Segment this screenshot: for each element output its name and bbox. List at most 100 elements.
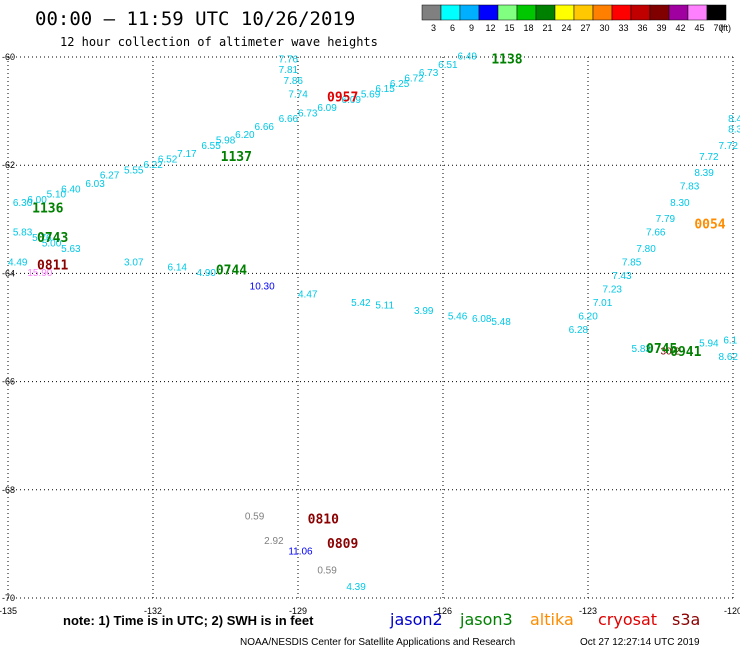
data-point: 30.2: [661, 347, 681, 358]
data-point: 6.00: [27, 195, 47, 206]
footer-timestamp: Oct 27 12:27:14 UTC 2019: [580, 637, 700, 648]
chart-title: 00:00 – 11:59 UTC 10/26/2019: [35, 8, 355, 30]
data-point: 6.66: [255, 122, 275, 133]
data-point: 5.42: [351, 298, 371, 309]
data-point: 6.28: [569, 325, 589, 336]
data-point: 4.47: [298, 290, 318, 301]
time-label: 1138: [491, 53, 522, 68]
x-tick-label: -123: [579, 606, 597, 616]
data-point: 6.08: [472, 314, 492, 325]
colorbar-swatch: [573, 4, 594, 21]
colorbar-swatch: [592, 4, 613, 21]
satellite-legend: jason2 jason3 altika cryosat s3a: [389, 610, 700, 629]
data-point: 6.49: [458, 52, 478, 63]
y-tick-label: -66: [2, 377, 15, 387]
time-label: 0745: [646, 342, 677, 357]
data-point: 10.30: [250, 282, 275, 293]
data-point: 6.73: [419, 68, 439, 79]
time-label: 0810: [308, 513, 339, 528]
data-point: 7.80: [636, 244, 656, 255]
colorbar-swatch: [706, 4, 727, 21]
colorbar-swatch: [630, 4, 651, 21]
time-label: 0743: [37, 231, 68, 246]
data-point: 4.49: [8, 257, 28, 268]
data-point: 6.66: [279, 114, 299, 125]
legend-jason3: jason3: [459, 610, 513, 629]
data-point: 6.30: [13, 198, 33, 209]
colorbar-label: 70: [713, 23, 723, 33]
data-point: 6.25: [390, 79, 410, 90]
data-point: 6.22: [143, 160, 163, 171]
colorbar-label: 24: [561, 23, 571, 33]
colorbar-swatch: [554, 4, 575, 21]
colorbar-label: 30: [599, 23, 609, 33]
data-point: 8.39: [694, 168, 714, 179]
colorbar-label: 21: [542, 23, 552, 33]
data-point: 6.09: [342, 95, 362, 106]
data-point: 4.90: [197, 268, 217, 279]
colorbar-label: 42: [675, 23, 685, 33]
x-tick-label: -135: [0, 606, 17, 616]
data-point: 7.83: [680, 182, 700, 193]
data-point: 6.55: [201, 141, 221, 152]
time-label: 0941: [670, 345, 701, 360]
data-point: 6.40: [61, 184, 81, 195]
data-point: 7.01: [593, 298, 613, 309]
colorbar-unit: (ft): [720, 23, 731, 33]
y-axis-ticks: -60 -62 -64 -66 -68 -70: [2, 52, 15, 603]
colorbar-label: 18: [523, 23, 533, 33]
data-point: 4.39: [346, 582, 366, 593]
colorbar-label: 12: [485, 23, 495, 33]
x-axis-ticks: -135 -132 -129 -126 -123 -120: [0, 606, 740, 616]
data-point: 3.07: [124, 257, 144, 268]
data-point: 6.15: [375, 84, 395, 95]
chart-subtitle: 12 hour collection of altimeter wave hei…: [60, 35, 378, 49]
data-point: 6.52: [158, 154, 178, 165]
data-point: 6.1: [723, 336, 737, 347]
data-point: 15.90: [27, 268, 52, 279]
time-label: 0054: [694, 218, 725, 233]
data-point: 5.83: [13, 228, 33, 239]
colorbar-label: 36: [637, 23, 647, 33]
x-tick-label: -120: [724, 606, 740, 616]
data-point: 7.74: [288, 90, 308, 101]
data-point: 3.99: [414, 306, 434, 317]
colorbar-label: 9: [469, 23, 474, 33]
y-tick-label: -70: [2, 593, 15, 603]
x-tick-label: -126: [434, 606, 452, 616]
time-label: 0957: [327, 91, 358, 106]
y-tick-label: -60: [2, 52, 15, 62]
colorbar-swatch: [687, 4, 708, 21]
colorbar-swatch: [535, 4, 556, 21]
data-point: 7.86: [284, 76, 304, 87]
colorbar-swatch: [421, 4, 442, 21]
time-label: 1137: [221, 150, 252, 165]
data-point: 5.83: [632, 344, 652, 355]
data-point: 7.76: [279, 54, 299, 65]
x-tick-label: -129: [289, 606, 307, 616]
data-point: 7.81: [279, 65, 299, 76]
data-point: 7.43: [612, 271, 632, 282]
data-point: 5.98: [216, 136, 236, 147]
time-label: 0811: [37, 258, 68, 273]
data-point: 6.20: [235, 130, 255, 141]
data-point: 7.72: [719, 141, 739, 152]
data-point: 5.00: [42, 238, 62, 249]
colorbar-swatch: [611, 4, 632, 21]
colorbar-swatch: [649, 4, 670, 21]
data-point: 6.27: [100, 171, 120, 182]
data-point: 8.4: [728, 114, 740, 125]
data-point: 6.09: [317, 103, 337, 114]
colorbar-label: 3: [431, 23, 436, 33]
data-point: 2.92: [264, 536, 284, 547]
data-point: 8.30: [670, 198, 690, 209]
data-point: 6.20: [578, 311, 598, 322]
colorbar-label: 39: [656, 23, 666, 33]
data-point: 7.17: [177, 149, 197, 160]
data-point: 8.62: [719, 352, 739, 363]
legend-altika: altika: [530, 610, 574, 629]
legend-jason2: jason2: [389, 610, 443, 629]
data-point: 5.76: [32, 233, 52, 244]
